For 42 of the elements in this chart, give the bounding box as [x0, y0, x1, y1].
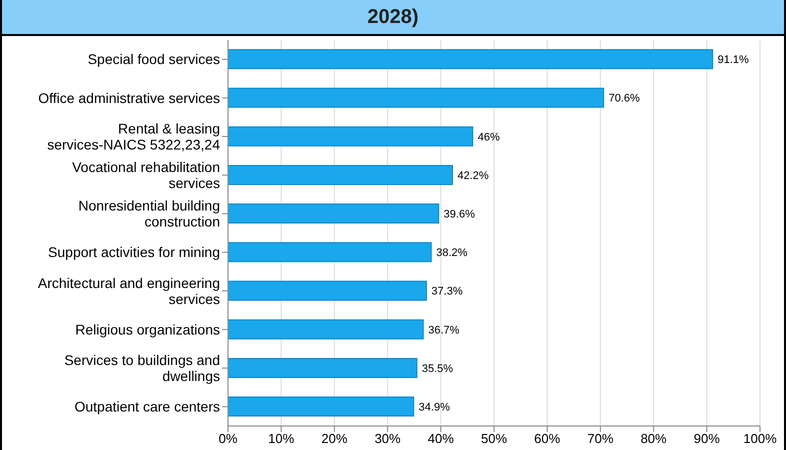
bar [228, 396, 414, 417]
y-tick-label: Nonresidential building construction [78, 198, 220, 230]
y-tick-label: Vocational rehabilitation services [72, 159, 220, 191]
y-tick-label: Services to buildings and dwellings [64, 352, 220, 384]
bar [228, 358, 418, 378]
bar [228, 49, 714, 70]
bar [228, 319, 424, 340]
chart-title: 2028) [0, 0, 786, 36]
bar [228, 164, 454, 185]
y-tick-label: Rental & leasing services-NAICS 5322,23,24 [47, 120, 220, 152]
y-tick-label: Architectural and engineering services [38, 274, 220, 307]
x-tick-label: 90% [694, 431, 720, 446]
bar [228, 242, 432, 262]
x-tick-label: 30% [374, 431, 402, 446]
bar [228, 280, 427, 301]
data-label: 37.3% [431, 286, 463, 298]
data-label: 34.9% [418, 401, 450, 414]
data-label: 42.2% [458, 170, 489, 182]
x-tick-label: 80% [640, 431, 668, 446]
data-label: 38.2% [436, 247, 468, 260]
x-tick-label: 70% [587, 431, 614, 446]
y-tick-label: Office administrative services [38, 90, 220, 106]
bar [228, 126, 474, 146]
x-tick-label: 10% [268, 431, 295, 446]
data-label: 36.7% [428, 324, 460, 336]
y-tick-label: Outpatient care centers [74, 398, 220, 415]
data-label: 46% [478, 131, 500, 144]
x-tick-label: 20% [321, 431, 348, 446]
x-tick-label: 40% [428, 431, 454, 446]
data-label: 70.6% [608, 92, 640, 105]
y-tick-label: Special food services [88, 51, 220, 68]
x-tick-label: 0% [218, 431, 238, 446]
bar [228, 88, 604, 108]
bar [228, 204, 440, 224]
x-tick-label: 100% [743, 431, 778, 446]
y-tick-label: Support activities for mining [48, 244, 220, 260]
x-tick-label: 60% [534, 431, 561, 446]
y-tick-label: Religious organizations [75, 321, 220, 338]
data-label: 35.5% [422, 362, 454, 375]
data-label: 39.6% [444, 208, 476, 220]
x-tick-label: 50% [480, 431, 508, 446]
data-label: 91.1% [718, 54, 750, 66]
